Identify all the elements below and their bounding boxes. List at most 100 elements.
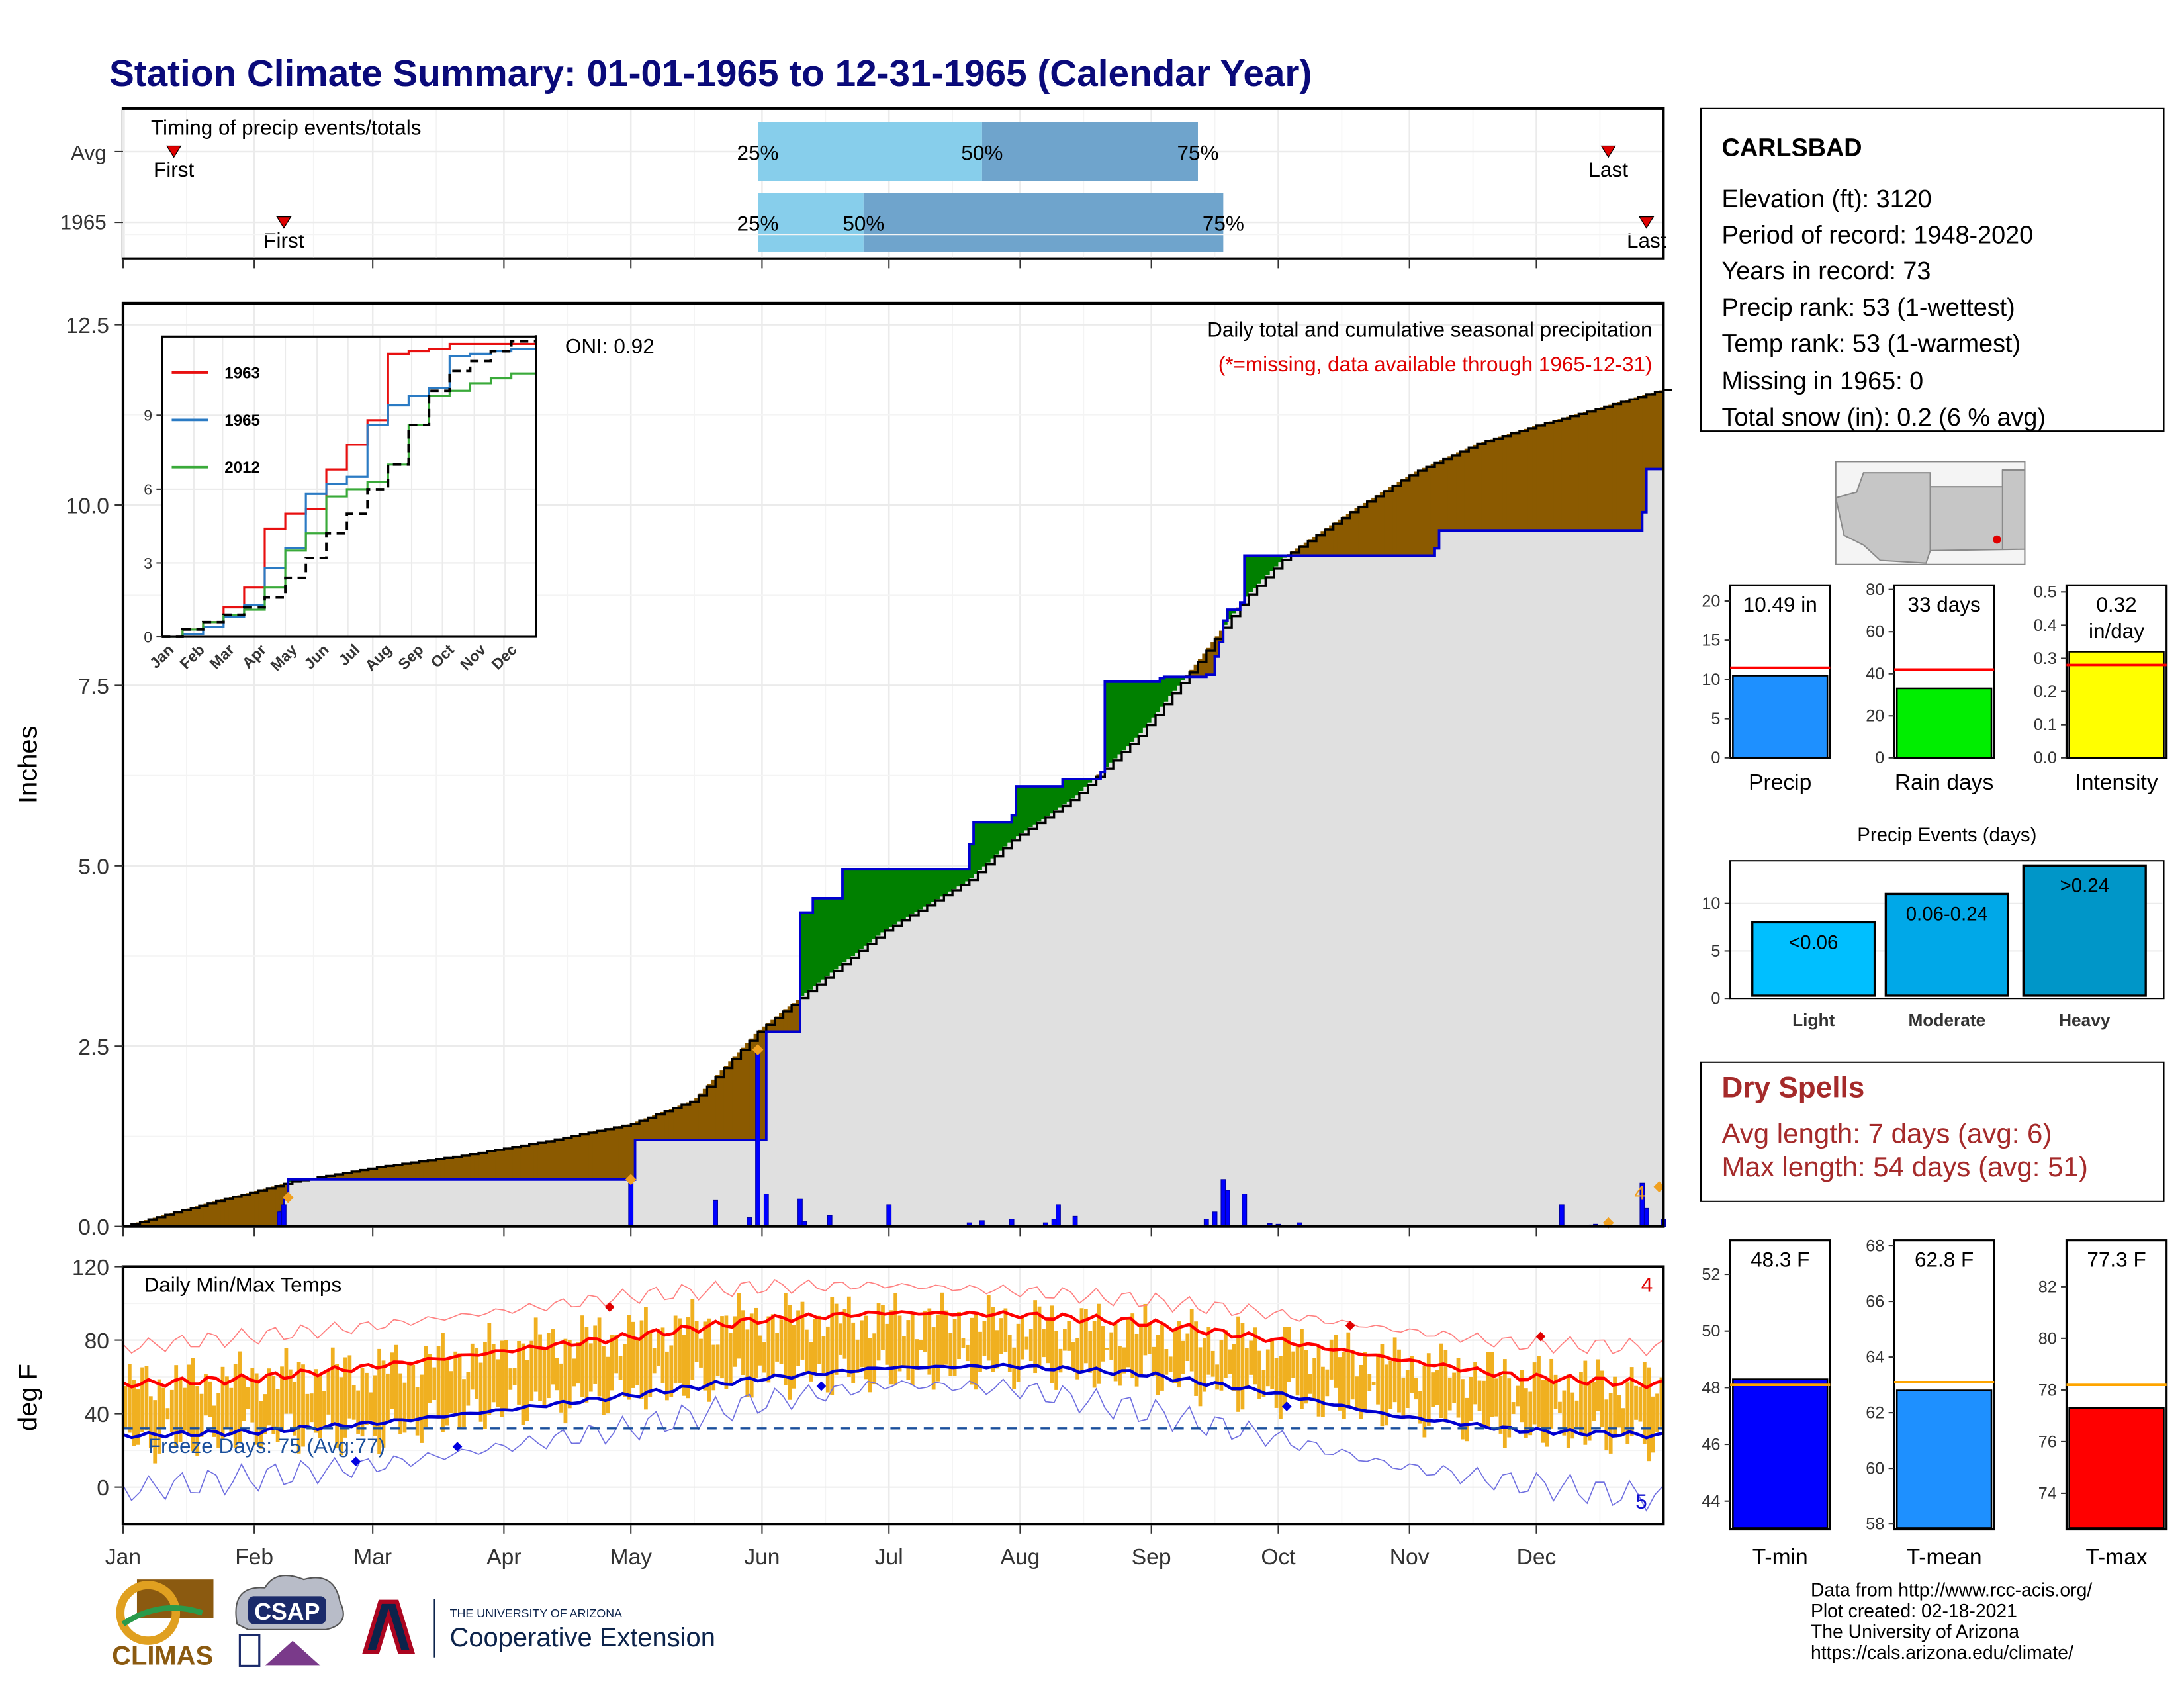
daily-temp-range-bar (584, 1327, 589, 1403)
daily-temp-range-bar (1608, 1393, 1613, 1454)
observed-fill-slice (436, 1179, 441, 1227)
daily-temp-range-bar (1600, 1370, 1604, 1428)
observed-fill-slice (309, 1179, 314, 1227)
observed-fill-slice (1655, 469, 1660, 1227)
departure-fill-slice (1248, 555, 1253, 592)
station-info-box: CARLSBAD Elevation (ft): 3120 Period of … (1700, 107, 2165, 432)
stat-chart-name: Precip (1749, 771, 1811, 795)
departure-fill-slice (927, 869, 933, 904)
departure-fill-slice (1163, 677, 1169, 702)
temp-chart-y-tick-label: 60 (1866, 1460, 1884, 1478)
daily-temp-range-bar (1617, 1395, 1621, 1428)
observed-fill-slice (787, 1031, 793, 1227)
stat-chart-y-tick-label: 0.5 (2034, 583, 2057, 602)
departure-fill-slice (1316, 534, 1322, 556)
observed-fill-slice (952, 888, 958, 1227)
daily-temp-range-bar (187, 1364, 191, 1435)
daily-temp-range-bar (868, 1338, 872, 1393)
timing-first-marker (166, 145, 182, 158)
departure-fill-slice (1071, 779, 1076, 799)
departure-fill-slice (1142, 681, 1148, 728)
departure-fill-slice (203, 1203, 208, 1227)
station-info-frame (1700, 107, 2165, 432)
precip-panel: 0.0 2.5 5.0 7.5 10.0 12.5 Inches Daily total … (14, 234, 1672, 1240)
observed-fill-slice (584, 1179, 590, 1227)
departure-fill-slice (1172, 677, 1177, 691)
daily-temp-range-bar (212, 1405, 216, 1437)
observed-fill-slice (939, 896, 945, 1227)
precip-events-chart: Precip Events (days) 0 5 10 <0.06 Light 0.06-… (1702, 824, 2165, 1030)
daily-temp-range-bar (1346, 1332, 1351, 1409)
observed-fill-slice (1477, 530, 1482, 1227)
page-title: Station Climate Summary: 01-01-1965 to 1… (109, 53, 1312, 95)
observed-fill-slice (537, 1179, 543, 1227)
daily-temp-range-bar (1380, 1344, 1385, 1427)
daily-temp-range-bar (614, 1335, 619, 1374)
stat-chart-y-tick-label: 0 (1875, 749, 1884, 767)
observed-fill-slice (559, 1179, 564, 1227)
departure-fill-slice (1354, 508, 1359, 556)
departure-fill-slice (1418, 469, 1423, 556)
daily-temp-range-bar (1613, 1376, 1617, 1438)
daily-temp-range-bar (288, 1369, 293, 1414)
daily-temp-range-bar (1054, 1331, 1058, 1390)
observed-fill-slice (846, 959, 852, 1227)
observed-fill-slice (842, 962, 848, 1227)
observed-fill-slice (1358, 555, 1364, 1227)
daily-temp-range-bar (322, 1391, 326, 1427)
observed-fill-slice (1430, 555, 1435, 1227)
departure-fill-slice (1439, 460, 1444, 531)
daily-temp-range-bar (559, 1363, 563, 1413)
departure-fill-slice (541, 1141, 547, 1180)
daily-temp-range-bar (669, 1345, 674, 1397)
daily-temp-range-bar (1134, 1333, 1139, 1387)
observed-fill-slice (1515, 530, 1520, 1227)
departure-fill-slice (618, 1126, 623, 1180)
observed-fill-slice (893, 924, 898, 1227)
departure-fill-slice (567, 1136, 572, 1180)
daily-temp-range-bar (885, 1323, 889, 1365)
departure-fill-slice (999, 822, 1004, 851)
daily-temp-range-bar (1329, 1339, 1334, 1380)
observed-fill-slice (1600, 530, 1605, 1227)
departure-fill-slice (381, 1166, 387, 1180)
observed-fill-slice (563, 1179, 569, 1227)
observed-fill-slice (423, 1179, 429, 1227)
daily-precip-bar (1212, 1211, 1218, 1227)
temp-chart-y-tick-label: 74 (2038, 1484, 2057, 1503)
month-tick-label: Oct (1261, 1545, 1296, 1570)
departure-fill-slice (601, 1129, 606, 1180)
departure-fill-slice (610, 1127, 615, 1180)
departure-fill-slice (647, 1117, 653, 1140)
daily-temp-range-bar (1405, 1370, 1410, 1409)
departure-fill-slice (1388, 487, 1393, 556)
daily-temp-range-bar (1168, 1356, 1173, 1372)
departure-fill-slice (165, 1214, 171, 1227)
observed-fill-slice (931, 902, 936, 1227)
observed-fill-slice (1240, 602, 1246, 1227)
daily-temp-range-bar (1181, 1340, 1185, 1374)
month-tick-label: Mar (353, 1545, 392, 1570)
observed-fill-slice (652, 1139, 657, 1227)
departure-fill-slice (529, 1143, 534, 1180)
observed-fill-slice (1392, 555, 1398, 1227)
daily-temp-range-bar (157, 1379, 161, 1454)
departure-fill-slice (1032, 786, 1038, 825)
departure-fill-slice (1451, 454, 1457, 531)
departure-fill-slice (224, 1198, 230, 1227)
stat-charts: 0 5 10 15 20 10.49 in Precip 0 20 40 60 80 33 days Ra… (1702, 581, 2168, 795)
departure-fill-slice (415, 1162, 420, 1180)
observed-fill-slice (322, 1179, 327, 1227)
daily-temp-range-bar (1545, 1378, 1549, 1447)
observed-fill-slice (1443, 530, 1449, 1227)
observed-fill-slice (1333, 555, 1338, 1227)
observed-fill-slice (381, 1179, 387, 1227)
daily-temp-range-bar (1392, 1337, 1397, 1403)
departure-fill-slice (1045, 786, 1051, 816)
temp-chart-value: 77.3 F (2087, 1248, 2146, 1272)
departure-fill-slice (965, 869, 970, 882)
temp-panel-frame (121, 1265, 1665, 1526)
departure-fill-slice (228, 1197, 234, 1227)
departure-fill-slice (216, 1200, 221, 1227)
departure-fill-slice (486, 1150, 492, 1180)
